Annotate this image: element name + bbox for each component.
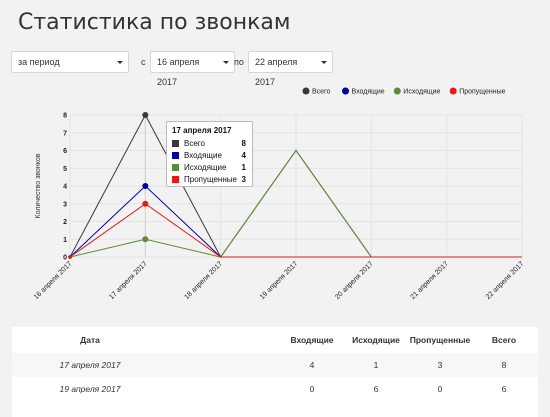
- table-cell: 6: [373, 384, 379, 394]
- table-cell: 3: [437, 360, 443, 370]
- table-row: 17 апреля 2017 4 1 3 8: [12, 353, 538, 377]
- tooltip-row: Пропущенные 3: [172, 174, 247, 186]
- table-cell: 0: [309, 384, 315, 394]
- tooltip-swatch: [172, 164, 179, 171]
- table-header-cell: Всего: [491, 335, 517, 345]
- table-cell: 8: [501, 360, 507, 370]
- tooltip-series-value: 4: [241, 151, 246, 160]
- table-cell: 17 апреля 2017: [59, 360, 121, 370]
- legend-swatch-2: [342, 87, 349, 95]
- tooltip-row: Входящие 4: [172, 150, 247, 162]
- data-point-1: [142, 112, 149, 118]
- x-tick-label: 21 апреля 2017: [410, 260, 451, 301]
- data-point-2: [142, 183, 149, 189]
- y-tick-label: 1: [63, 237, 67, 244]
- x-tick-label: 22 апреля 2017: [485, 260, 526, 301]
- legend-label-4: Пропущенные: [459, 89, 505, 96]
- legend-swatch-4: [449, 87, 457, 95]
- y-axis-label: Количество звонков: [35, 153, 42, 218]
- table-cell: 19 апреля 2017: [59, 384, 121, 394]
- filters-bar: за период с 16 апреля 2017 по 22 апреля …: [11, 51, 333, 87]
- tooltip-swatch: [172, 152, 179, 159]
- table-row: 19 апреля 2017 0 6 0 6: [12, 377, 538, 401]
- table-header-cell: Пропущенные: [409, 335, 471, 345]
- chevron-down-icon: [223, 61, 229, 64]
- y-tick-label: 8: [63, 113, 67, 120]
- from-label: с: [141, 57, 146, 67]
- legend-swatch-3: [393, 87, 401, 95]
- chevron-down-icon: [321, 61, 327, 64]
- period-select[interactable]: за период: [11, 51, 129, 73]
- y-tick-label: 5: [63, 166, 67, 173]
- tooltip-row: Всего 8: [172, 138, 247, 150]
- chevron-down-icon: [117, 61, 123, 64]
- to-date-select[interactable]: 22 апреля 2017: [248, 51, 333, 87]
- from-date-select[interactable]: 16 апреля 2017: [150, 51, 235, 87]
- tooltip-series-value: 3: [241, 175, 246, 184]
- legend-label-1: Всего: [312, 89, 330, 96]
- table-header-cell: Исходящие: [352, 335, 400, 345]
- tooltip-series-name: Исходящие: [184, 163, 227, 172]
- y-tick-label: 6: [63, 148, 67, 155]
- tooltip-row: Исходящие 1: [172, 162, 247, 174]
- page-title: Статистика по звонкам: [18, 10, 291, 35]
- from-date-value: 16 апреля 2017: [157, 57, 200, 87]
- y-tick-label: 7: [63, 130, 67, 137]
- data-point-3: [142, 236, 149, 243]
- tooltip-series-name: Входящие: [184, 151, 222, 160]
- tooltip-series-value: 8: [241, 139, 246, 148]
- table-cell: 1: [373, 360, 379, 370]
- y-tick-label: 0: [63, 255, 67, 262]
- table-cell: 4: [309, 360, 315, 370]
- table-header-cell: Дата: [80, 335, 100, 345]
- legend-label-3: Исходящие: [403, 89, 440, 96]
- data-point-start-4: [68, 255, 72, 259]
- period-select-value: за период: [18, 57, 60, 67]
- tooltip-swatch: [172, 176, 179, 183]
- chart-tooltip: 17 апреля 2017 Всего 8 Входящие 4 Исходящие 1…: [166, 121, 253, 187]
- y-tick-label: 3: [63, 201, 67, 208]
- table-header-cell: Входящие: [290, 335, 334, 345]
- tooltip-series-name: Всего: [184, 139, 205, 148]
- tooltip-title: 17 апреля 2017: [172, 126, 232, 135]
- x-tick-label: 17 апреля 2017: [108, 260, 149, 301]
- legend-swatch-1: [302, 87, 310, 95]
- table-cell: 0: [437, 384, 443, 394]
- x-tick-label: 19 апреля 2017: [259, 260, 300, 301]
- table-cell: 6: [501, 384, 507, 394]
- tooltip-series-value: 1: [241, 163, 246, 172]
- to-label: по: [234, 57, 244, 67]
- table-header-row: Дата Входящие Исходящие Пропущенные Всего: [12, 327, 538, 353]
- y-tick-label: 2: [63, 219, 67, 226]
- to-date-value: 22 апреля 2017: [255, 57, 298, 87]
- calls-chart-svg: 0 1 2 3 4 5 6 7 8 Количество звонков 16 апреля 201…: [33, 87, 526, 301]
- calls-chart: 0 1 2 3 4 5 6 7 8 Количество звонков 16 апреля 201…: [0, 82, 550, 312]
- x-tick-label: 20 апреля 2017: [334, 260, 375, 301]
- legend-label-2: Входящие: [352, 89, 385, 96]
- x-tick-label: 16 апреля 2017: [33, 260, 74, 301]
- tooltip-swatch: [172, 140, 179, 147]
- x-tick-label: 18 апреля 2017: [184, 260, 225, 301]
- calls-table: Дата Входящие Исходящие Пропущенные Всего 17…: [12, 327, 538, 417]
- data-point-4: [142, 200, 149, 207]
- y-tick-label: 4: [63, 184, 67, 191]
- tooltip-series-name: Пропущенные: [184, 175, 237, 184]
